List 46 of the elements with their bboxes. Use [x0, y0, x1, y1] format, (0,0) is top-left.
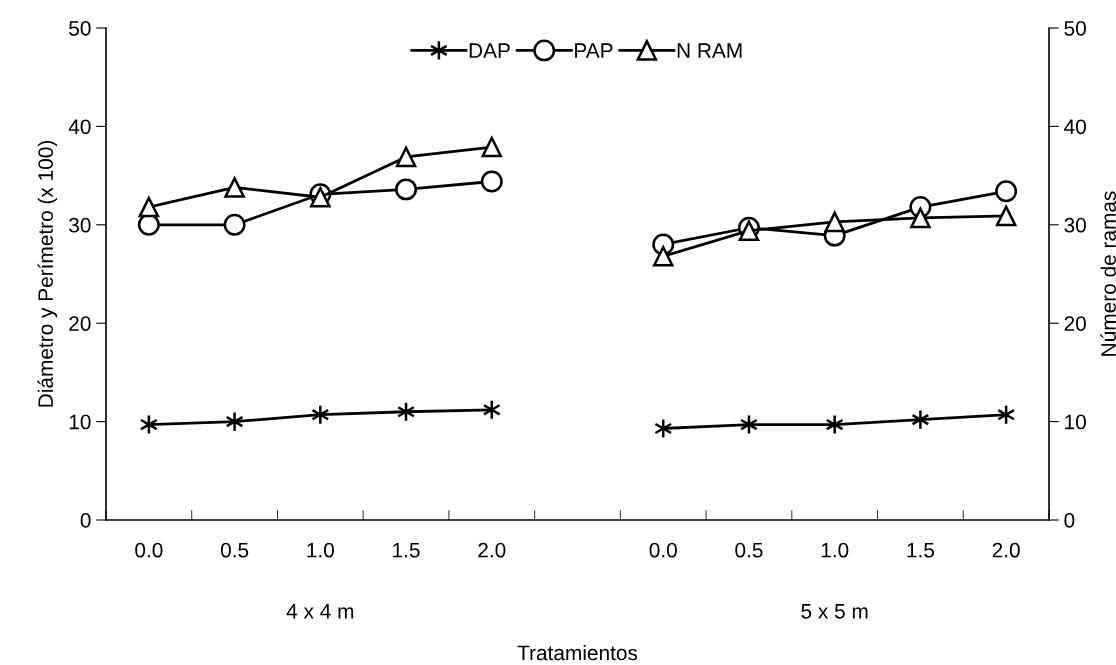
x-tick-label: 0.0: [135, 542, 163, 558]
point: [311, 404, 330, 425]
x-tick-label: 0.5: [735, 542, 763, 558]
point: [225, 411, 244, 432]
x-tick-label: 2.0: [478, 542, 506, 558]
y-tick-label: 30: [69, 217, 91, 233]
y2-tick-label: 10: [1065, 414, 1086, 430]
point: [652, 246, 674, 267]
point: [395, 178, 418, 201]
text: 5 x 5 m: [801, 604, 868, 619]
point: [824, 211, 845, 233]
x-tick-label: 2.0: [992, 542, 1020, 558]
y-tick-label: 0: [80, 513, 91, 528]
point: [480, 170, 503, 193]
y2-tick-label: 50: [1064, 21, 1086, 36]
point: [825, 414, 844, 435]
point: [995, 205, 1017, 227]
x-tick-label: 1.0: [821, 542, 849, 558]
y-tick-label: 10: [69, 414, 91, 430]
point: [911, 409, 930, 430]
point: [910, 207, 931, 229]
y2-tick-label: 0: [1064, 513, 1075, 528]
text: 4 x 4 m: [286, 604, 354, 619]
legend-label: N RAM: [677, 43, 742, 58]
point: [995, 180, 1018, 203]
y2-tick-label: 40: [1064, 119, 1086, 135]
point: [138, 196, 160, 218]
x-axis-title: Tratamientos: [517, 644, 638, 661]
y-tick-label: 20: [69, 316, 91, 331]
x-tick-label: 0.5: [220, 542, 249, 558]
y2-tick-label: 30: [1064, 217, 1086, 233]
y-axis-title: Diámetro y Perímetro (x 100): [37, 140, 58, 407]
x-tick-label: 1.5: [907, 542, 935, 558]
y2-axis-title: Número de ramas: [1100, 191, 1116, 356]
x-tick-label: 1.5: [393, 542, 420, 558]
x-tick-label: 1.0: [307, 542, 334, 558]
point: [223, 213, 246, 236]
legend-label: PAP: [575, 43, 613, 58]
legend-label: DAP: [469, 43, 510, 58]
point: [395, 146, 417, 168]
point: [224, 177, 245, 198]
point: [481, 136, 503, 158]
y2-tick-label: 20: [1064, 316, 1086, 331]
y-tick-label: 50: [69, 21, 91, 36]
x-tick-label: 0.0: [649, 542, 677, 558]
y-tick-label: 40: [68, 119, 91, 135]
